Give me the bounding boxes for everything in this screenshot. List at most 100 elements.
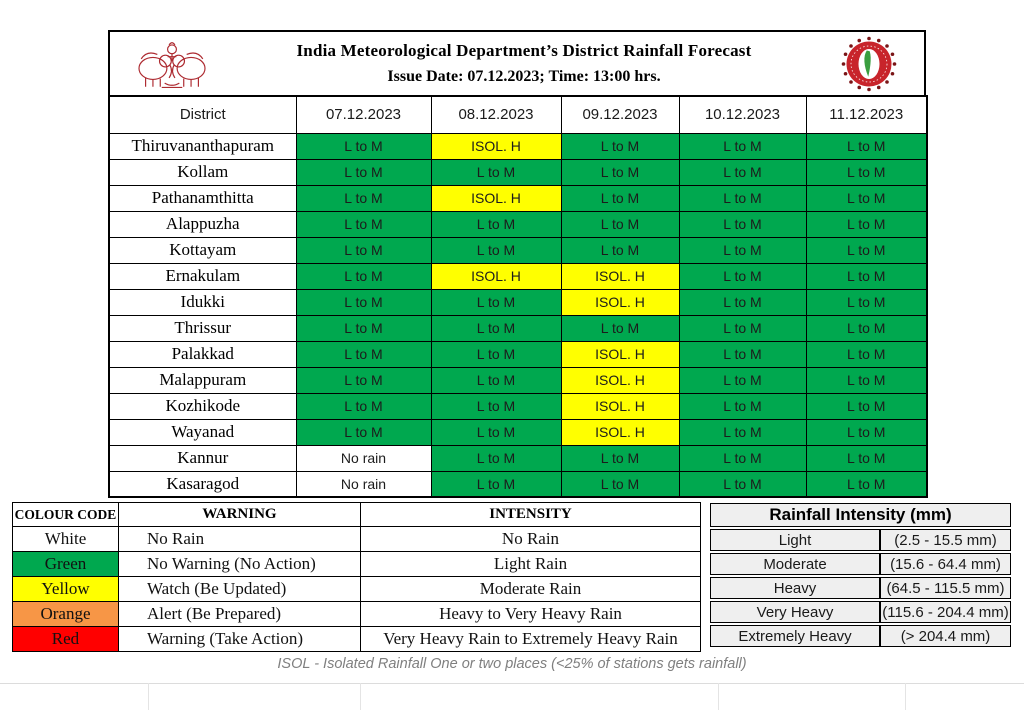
intensity-desc-cell: Heavy to Very Heavy Rain bbox=[360, 601, 701, 627]
forecast-value-cell: No rain bbox=[295, 470, 432, 498]
forecast-value-cell: L to M bbox=[295, 418, 432, 446]
date-column-header: 07.12.2023 bbox=[295, 95, 432, 134]
isol-footnote: ISOL - Isolated Rainfall One or two plac… bbox=[277, 656, 747, 672]
legend-column-header: COLOUR CODE bbox=[12, 502, 119, 527]
forecast-value-cell: L to M bbox=[805, 392, 928, 420]
forecast-value-cell: L to M bbox=[295, 340, 432, 368]
forecast-value-cell: L to M bbox=[430, 418, 562, 446]
forecast-value-cell: L to M bbox=[295, 262, 432, 290]
intensity-row: Moderate (15.6 - 64.4 mm) bbox=[710, 553, 1011, 575]
intensity-label-cell: Extremely Heavy bbox=[710, 625, 880, 647]
forecast-value-cell: L to M bbox=[430, 392, 562, 420]
imd-logo-icon bbox=[830, 33, 908, 95]
bulletin-title: India Meteorological Department’s Distri… bbox=[296, 41, 752, 60]
forecast-value-cell: L to M bbox=[295, 236, 432, 264]
date-column-header: 11.12.2023 bbox=[805, 95, 928, 134]
intensity-desc-cell: Light Rain bbox=[360, 551, 701, 577]
warning-cell: No Rain bbox=[118, 526, 361, 552]
district-name-cell: Malappuram bbox=[108, 366, 297, 394]
forecast-value-cell: L to M bbox=[560, 132, 680, 160]
forecast-value-cell: L to M bbox=[560, 314, 680, 342]
colour-code-cell: Yellow bbox=[12, 576, 119, 602]
forecast-value-cell: L to M bbox=[295, 288, 432, 316]
forecast-value-cell: ISOL. H bbox=[560, 288, 680, 316]
forecast-value-cell: L to M bbox=[560, 184, 680, 212]
legend-table-body: White No Rain No Rain Green No Warning (No A… bbox=[12, 526, 701, 652]
forecast-value-cell: L to M bbox=[430, 340, 562, 368]
intensity-row: Heavy (64.5 - 115.5 mm) bbox=[710, 577, 1011, 599]
forecast-bulletin: India Meteorological Department’s Distri… bbox=[108, 30, 928, 498]
forecast-value-cell: L to M bbox=[295, 158, 432, 186]
forecast-value-cell: L to M bbox=[295, 392, 432, 420]
colour-code-legend-table: COLOUR CODE WARNING INTENSITY White No Rain… bbox=[12, 502, 701, 652]
colour-code-cell: Green bbox=[12, 551, 119, 577]
forecast-value-cell: L to M bbox=[430, 236, 562, 264]
district-name-cell: Kasaragod bbox=[108, 470, 297, 498]
forecast-value-cell: ISOL. H bbox=[430, 184, 562, 212]
legend-header-row: COLOUR CODE WARNING INTENSITY bbox=[12, 502, 701, 527]
forecast-value-cell: ISOL. H bbox=[560, 418, 680, 446]
forecast-value-cell: L to M bbox=[805, 132, 928, 160]
district-column-header: District bbox=[108, 95, 297, 134]
intensity-desc-cell: No Rain bbox=[360, 526, 701, 552]
forecast-value-cell: L to M bbox=[295, 210, 432, 238]
warning-cell: Alert (Be Prepared) bbox=[118, 601, 361, 627]
district-name-cell: Palakkad bbox=[108, 340, 297, 368]
forecast-value-cell: L to M bbox=[560, 210, 680, 238]
forecast-value-cell: L to M bbox=[560, 158, 680, 186]
forecast-value-cell: L to M bbox=[678, 210, 807, 238]
forecast-value-cell: L to M bbox=[805, 314, 928, 342]
intensity-range-cell: (2.5 - 15.5 mm) bbox=[880, 529, 1011, 551]
forecast-value-cell: L to M bbox=[295, 132, 432, 160]
forecast-value-cell: L to M bbox=[430, 314, 562, 342]
forecast-value-cell: L to M bbox=[678, 158, 807, 186]
district-name-cell: Kozhikode bbox=[108, 392, 297, 420]
forecast-value-cell: L to M bbox=[430, 288, 562, 316]
forecast-value-cell: L to M bbox=[678, 288, 807, 316]
forecast-value-cell: L to M bbox=[295, 314, 432, 342]
bulletin-issue-line: Issue Date: 07.12.2023; Time: 13:00 hrs. bbox=[387, 68, 661, 85]
legend-row: Yellow Watch (Be Updated) Moderate Rain bbox=[12, 576, 701, 602]
forecast-value-cell: L to M bbox=[430, 158, 562, 186]
forecast-value-cell: L to M bbox=[678, 340, 807, 368]
colour-code-cell: Red bbox=[12, 626, 119, 652]
forecast-value-cell: L to M bbox=[678, 184, 807, 212]
forecast-value-cell: L to M bbox=[805, 366, 928, 394]
intensity-label-cell: Very Heavy bbox=[710, 601, 880, 623]
kerala-government-emblem-icon bbox=[126, 33, 218, 95]
forecast-value-cell: L to M bbox=[805, 184, 928, 212]
district-name-cell: Thrissur bbox=[108, 314, 297, 342]
forecast-value-cell: ISOL. H bbox=[560, 340, 680, 368]
forecast-value-cell: L to M bbox=[678, 418, 807, 446]
rainfall-intensity-table: Rainfall Intensity (mm) Light (2.5 - 15.5… bbox=[710, 501, 1011, 649]
forecast-value-cell: L to M bbox=[678, 236, 807, 264]
legend-row: Red Warning (Take Action) Very Heavy Rain … bbox=[12, 626, 701, 652]
forecast-value-cell: ISOL. H bbox=[560, 262, 680, 290]
forecast-value-cell: L to M bbox=[560, 470, 680, 498]
forecast-value-cell: L to M bbox=[678, 262, 807, 290]
intensity-desc-cell: Moderate Rain bbox=[360, 576, 701, 602]
intensity-row: Light (2.5 - 15.5 mm) bbox=[710, 529, 1011, 551]
district-name-cell: Ernakulam bbox=[108, 262, 297, 290]
forecast-value-cell: ISOL. H bbox=[560, 392, 680, 420]
forecast-value-cell: L to M bbox=[678, 470, 807, 498]
intensity-table-title: Rainfall Intensity (mm) bbox=[710, 503, 1011, 527]
intensity-header-row: Rainfall Intensity (mm) bbox=[710, 503, 1011, 527]
district-name-cell: Pathanamthitta bbox=[108, 184, 297, 212]
sheet-gridline bbox=[360, 683, 361, 710]
district-name-cell: Kannur bbox=[108, 444, 297, 472]
intensity-row: Very Heavy (115.6 - 204.4 mm) bbox=[710, 601, 1011, 623]
date-column-header: 09.12.2023 bbox=[560, 95, 680, 134]
forecast-value-cell: L to M bbox=[805, 210, 928, 238]
forecast-value-cell: ISOL. H bbox=[430, 262, 562, 290]
district-name-cell: Thiruvananthapuram bbox=[108, 132, 297, 160]
forecast-value-cell: L to M bbox=[678, 132, 807, 160]
